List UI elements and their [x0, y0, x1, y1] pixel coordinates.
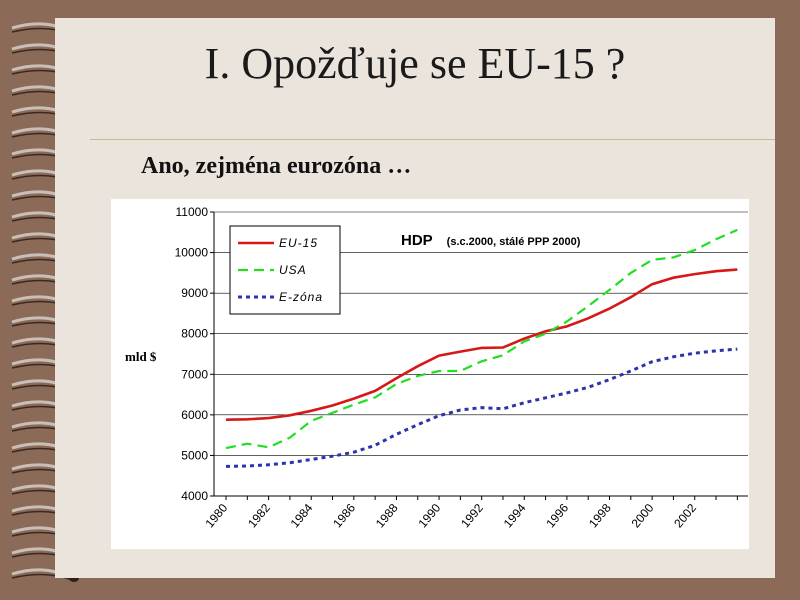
x-tick-label: 1988	[373, 501, 401, 531]
legend-label: E-zóna	[279, 290, 323, 304]
x-tick-label: 1992	[458, 501, 486, 531]
y-tick-label: 7000	[181, 367, 208, 381]
y-tick-label: 10000	[175, 246, 209, 260]
chart-title-main: HDP	[401, 232, 433, 249]
legend-label: EU-15	[279, 236, 318, 250]
y-tick-label: 5000	[181, 448, 208, 462]
x-tick-label: 1980	[202, 501, 230, 531]
series-line-1	[225, 228, 738, 450]
x-tick-label: 2002	[671, 501, 699, 531]
slide-panel: I. Opožďuje se EU-15 ? Ano, zejména euro…	[55, 18, 775, 578]
y-tick-label: 11000	[176, 205, 209, 219]
y-tick-label: 9000	[181, 286, 208, 300]
x-tick-label: 1994	[501, 501, 529, 531]
x-tick-label: 2000	[629, 501, 657, 531]
legend-label: USA	[279, 263, 307, 277]
x-tick-label: 1982	[245, 501, 273, 531]
series-line-2	[225, 347, 738, 468]
x-tick-label: 1990	[415, 501, 443, 531]
x-tick-label: 1996	[543, 501, 571, 531]
y-tick-label: 6000	[181, 408, 208, 422]
y-axis-label: mld $	[125, 349, 157, 364]
x-tick-label: 1986	[330, 501, 358, 531]
chart-title: HDP (s.c.2000, stálé PPP 2000)	[401, 232, 581, 249]
series-line-0	[225, 268, 738, 421]
y-tick-label: 4000	[181, 489, 208, 503]
slide-title: I. Opožďuje se EU-15 ?	[204, 39, 626, 88]
y-tick-label: 8000	[181, 327, 208, 341]
x-tick-label: 1984	[288, 501, 316, 531]
chart-area: mld $ HDP (s.c.2000, stálé PPP 2000) 400…	[111, 199, 749, 549]
gdp-line-chart: mld $ HDP (s.c.2000, stálé PPP 2000) 400…	[125, 205, 748, 531]
title-divider	[90, 139, 775, 140]
x-tick-label: 1998	[586, 501, 614, 531]
slide-subtitle: Ano, zejména eurozóna …	[141, 153, 412, 179]
chart-title-subtitle: (s.c.2000, stálé PPP 2000)	[447, 236, 581, 248]
chart-legend: EU-15 USA E-zóna	[229, 225, 341, 315]
